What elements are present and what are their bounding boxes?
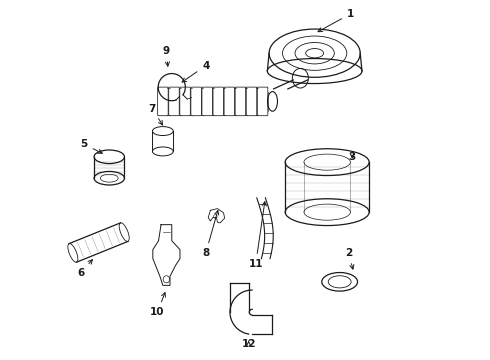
Text: 6: 6 (77, 260, 93, 278)
Text: 8: 8 (202, 211, 219, 258)
Text: 4: 4 (182, 61, 209, 82)
Text: 12: 12 (241, 339, 256, 349)
Text: 1: 1 (318, 9, 354, 32)
Text: 9: 9 (163, 46, 170, 66)
Text: 3: 3 (348, 152, 356, 162)
Text: 10: 10 (150, 293, 166, 317)
Text: 5: 5 (81, 139, 102, 153)
Text: 7: 7 (148, 104, 163, 125)
Text: 11: 11 (248, 202, 266, 269)
Text: 2: 2 (345, 248, 354, 269)
